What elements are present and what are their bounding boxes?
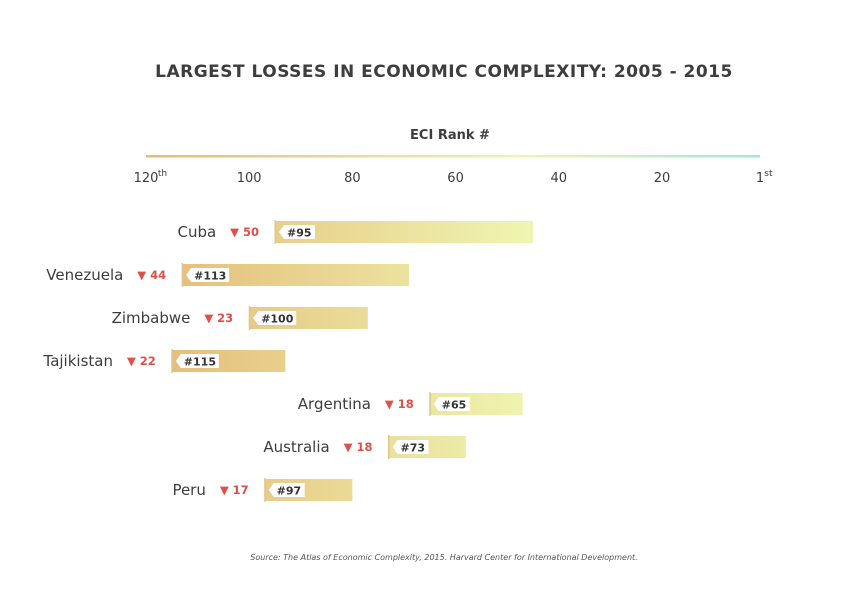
tick-label-3: 60 bbox=[447, 171, 464, 186]
category-label-venezuela: Venezuela bbox=[46, 266, 123, 284]
chart-title: LARGEST LOSSES IN ECONOMIC COMPLEXITY: 2… bbox=[155, 62, 733, 82]
category-label-argentina: Argentina bbox=[298, 395, 371, 413]
drop-label-venezuela: ▼ 44 bbox=[137, 268, 166, 282]
tick-suffix-6: st bbox=[764, 169, 773, 179]
bar-start-marker-peru bbox=[264, 478, 266, 502]
tick-suffix-0: th bbox=[158, 169, 167, 179]
source-note: Source: The Atlas of Economic Complexity… bbox=[250, 553, 638, 562]
rank-label-zimbabwe: #100 bbox=[261, 313, 294, 326]
tick-label-1: 100 bbox=[237, 171, 262, 186]
rank-label-argentina: #65 bbox=[442, 399, 467, 412]
bar-start-marker-argentina bbox=[429, 392, 431, 416]
category-label-australia: Australia bbox=[263, 438, 329, 456]
axis-gradient-line bbox=[146, 155, 760, 158]
rank-label-peru: #97 bbox=[277, 485, 302, 498]
bar-row-venezuela: #113 ▼ 44 Venezuela bbox=[46, 263, 410, 287]
rank-label-tajikistan: #115 bbox=[184, 356, 216, 369]
tick-label-5: 20 bbox=[654, 171, 671, 186]
bar-row-tajikistan: #115 ▼ 22 Tajikistan bbox=[43, 349, 286, 373]
rank-label-venezuela: #113 bbox=[194, 270, 226, 283]
rank-tag-tajikistan bbox=[175, 354, 219, 368]
drop-label-argentina: ▼ 18 bbox=[385, 397, 414, 411]
rank-tag-cuba bbox=[278, 225, 315, 239]
bar-row-australia: #73 ▼ 18 Australia bbox=[263, 435, 466, 459]
bar-cuba bbox=[274, 221, 533, 243]
drop-label-tajikistan: ▼ 22 bbox=[127, 354, 156, 368]
category-label-peru: Peru bbox=[172, 481, 205, 499]
rank-tag-venezuela bbox=[186, 268, 230, 282]
bar-start-marker-australia bbox=[388, 435, 390, 459]
tick-label-4: 40 bbox=[550, 171, 567, 186]
rank-tag-australia bbox=[392, 440, 429, 454]
bar-row-peru: #97 ▼ 17 Peru bbox=[172, 478, 353, 502]
bar-start-marker-venezuela bbox=[181, 263, 184, 287]
category-label-zimbabwe: Zimbabwe bbox=[112, 309, 191, 327]
bar-venezuela bbox=[182, 264, 410, 286]
rank-label-australia: #73 bbox=[401, 442, 426, 455]
drop-label-peru: ▼ 17 bbox=[220, 483, 249, 497]
category-label-tajikistan: Tajikistan bbox=[43, 352, 113, 370]
tick-label-2: 80 bbox=[344, 171, 361, 186]
rank-tag-peru bbox=[268, 483, 305, 497]
drop-label-australia: ▼ 18 bbox=[344, 440, 373, 454]
bar-row-cuba: #95 ▼ 50 Cuba bbox=[177, 220, 533, 244]
bar-row-zimbabwe: #100 ▼ 23 Zimbabwe bbox=[112, 306, 368, 330]
rank-label-cuba: #95 bbox=[287, 227, 312, 240]
tick-label-6: 1 bbox=[756, 171, 764, 186]
drop-label-zimbabwe: ▼ 23 bbox=[204, 311, 233, 325]
category-label-cuba: Cuba bbox=[177, 223, 216, 241]
rank-tag-zimbabwe bbox=[253, 311, 297, 325]
tick-label-0: 120 bbox=[134, 171, 159, 186]
bar-start-marker-zimbabwe bbox=[248, 306, 251, 330]
bar-start-marker-tajikistan bbox=[171, 349, 173, 373]
drop-label-cuba: ▼ 50 bbox=[230, 225, 259, 239]
axis-title: ECI Rank # bbox=[410, 128, 490, 143]
rank-tag-argentina bbox=[433, 397, 470, 411]
bar-row-argentina: #65 ▼ 18 Argentina bbox=[298, 392, 523, 416]
bar-start-marker-cuba bbox=[274, 220, 276, 244]
